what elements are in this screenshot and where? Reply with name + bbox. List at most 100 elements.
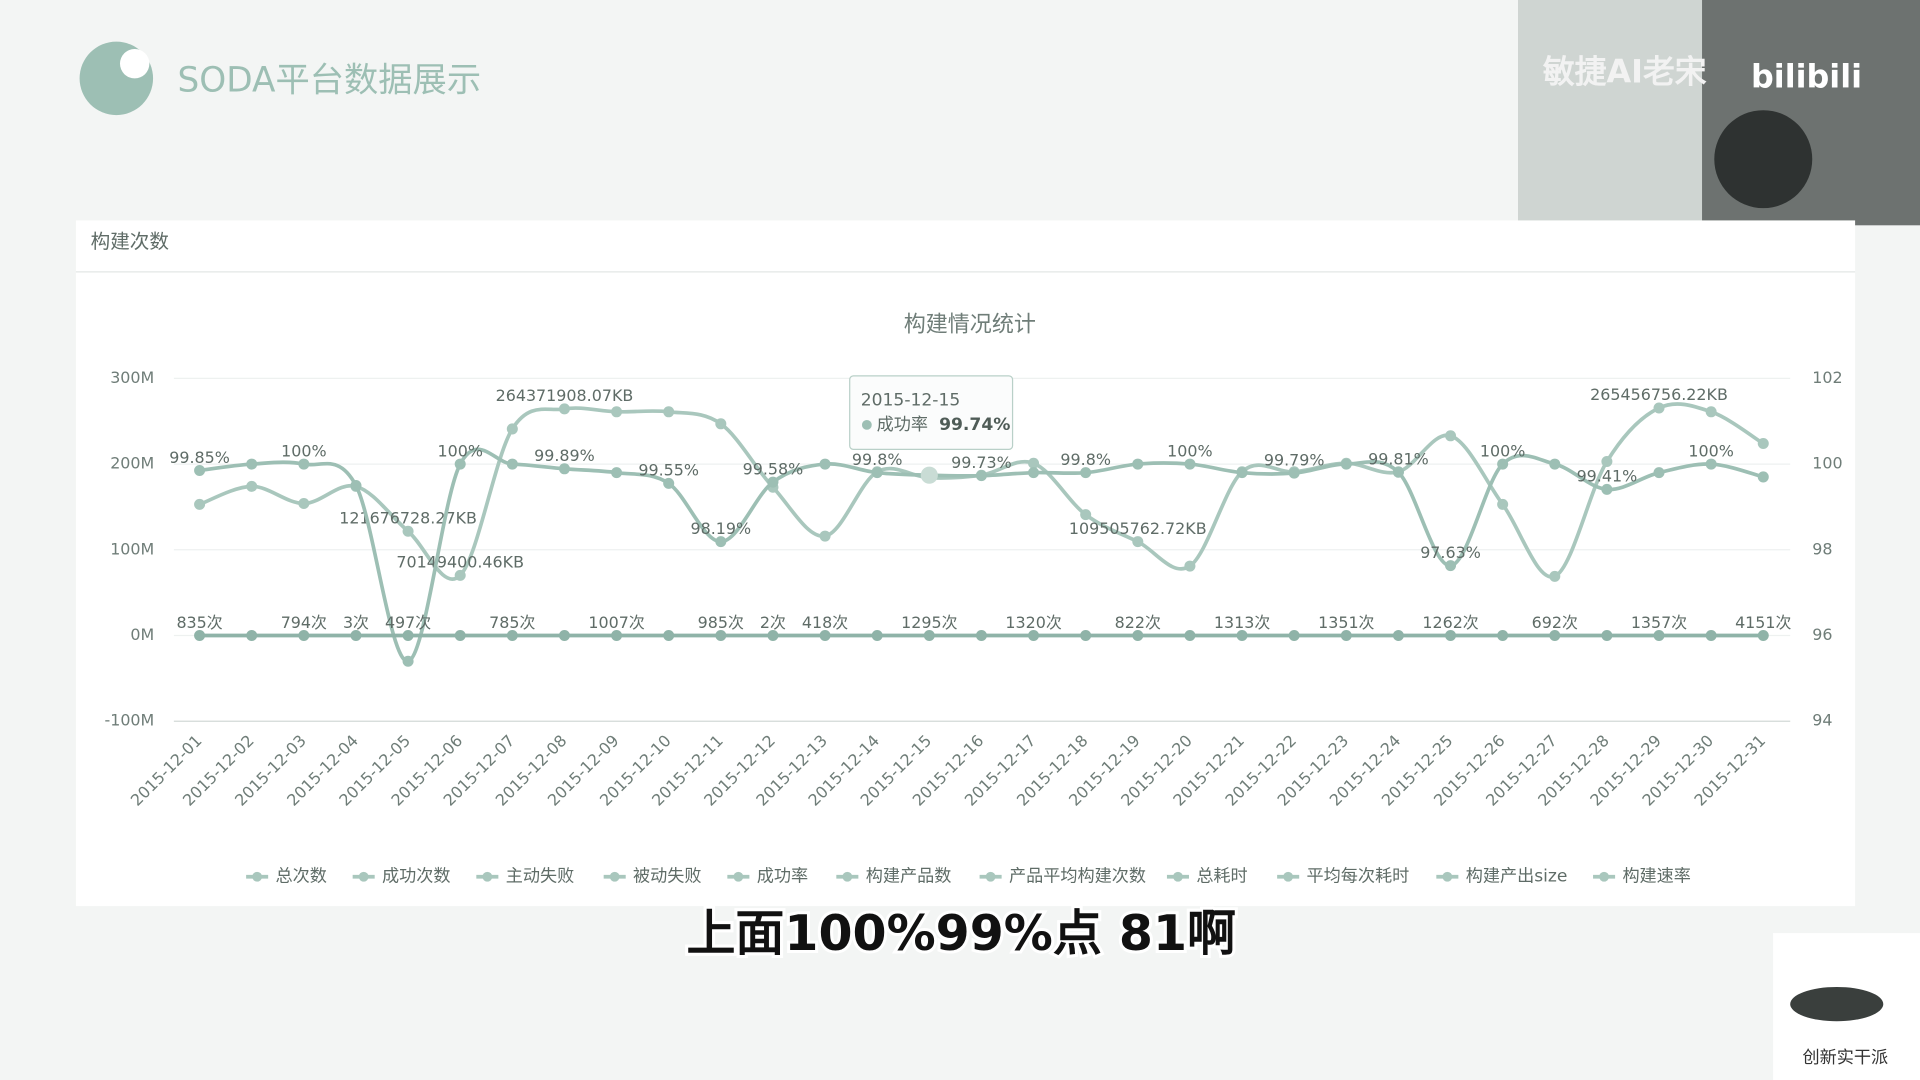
data-point [975, 629, 987, 642]
data-point [1236, 467, 1248, 479]
data-point [1601, 456, 1613, 468]
data-label: 1295次 [901, 613, 957, 632]
data-point [402, 525, 414, 537]
data-point [819, 530, 831, 542]
y2-tick-label: 94 [1812, 711, 1832, 730]
data-point [1549, 629, 1561, 642]
data-point [1028, 457, 1040, 469]
data-point [767, 630, 779, 642]
data-point [1653, 629, 1665, 642]
webcam-wall [1518, 0, 1703, 226]
data-label: 985次 [698, 613, 744, 632]
legend-marker [482, 871, 493, 882]
data-label: 99.85% [169, 448, 230, 467]
data-label: 100% [281, 441, 326, 460]
data-point [1445, 560, 1457, 572]
data-point [506, 423, 518, 435]
data-label: 794次 [281, 613, 327, 632]
data-point [611, 629, 623, 642]
data-label: 99.79% [1264, 450, 1325, 469]
y2-tick-label: 102 [1812, 368, 1842, 387]
data-label: 100% [1688, 441, 1733, 460]
data-label: 99.81% [1368, 449, 1429, 468]
legend-label: 总次数 [276, 867, 327, 887]
data-point [663, 406, 675, 418]
data-point [871, 467, 883, 479]
data-label: 4151次 [1735, 613, 1791, 632]
watermark-ant [1790, 986, 1884, 1022]
data-label: 99.89% [534, 446, 595, 465]
data-point [663, 629, 675, 642]
data-point [1445, 430, 1457, 442]
y-tick-label: 0M [130, 625, 154, 644]
data-point [871, 629, 883, 642]
data-point [1705, 406, 1717, 418]
data-point [1549, 570, 1561, 582]
presenter [1714, 110, 1813, 209]
data-point [402, 655, 414, 667]
chart-title: 构建情况统计 [904, 313, 1036, 338]
data-label: 497次 [385, 613, 431, 632]
data-point [194, 498, 206, 510]
data-point [1497, 458, 1509, 470]
data-label: 100% [1480, 441, 1525, 460]
y-tick-label: 100M [110, 539, 154, 558]
data-point [194, 465, 206, 477]
legend-label: 主动失败 [506, 867, 575, 887]
y-tick-label: 300M [110, 368, 154, 387]
data-label: 70149400.46KB [396, 553, 524, 572]
data-point [1132, 458, 1144, 470]
data-label: 99.41% [1577, 467, 1638, 486]
data-point [1705, 458, 1717, 470]
header-title: SODA平台数据展示 [178, 61, 482, 101]
data-point [1757, 471, 1769, 483]
data-label: 265456756.22KB [1590, 385, 1728, 404]
data-label: 99.8% [852, 450, 903, 469]
tooltip-dot [861, 420, 872, 430]
watermark: 创新实干派 [1802, 1048, 1888, 1068]
data-point [1288, 467, 1300, 479]
data-point [1132, 536, 1144, 548]
data-label: 1357次 [1631, 613, 1687, 632]
y-tick-label: 200M [110, 454, 154, 473]
data-point [298, 629, 310, 642]
legend-label: 构建产出size [1466, 867, 1568, 887]
data-label: 835次 [176, 613, 222, 632]
data-point [1497, 498, 1509, 510]
legend-marker [1599, 871, 1609, 882]
data-label: 822次 [1115, 613, 1161, 632]
data-point [715, 418, 727, 430]
logo-dot [120, 48, 150, 79]
panel [75, 220, 1856, 907]
legend-label: 构建速率 [1622, 867, 1691, 887]
data-point [1288, 629, 1300, 642]
data-point [1653, 402, 1665, 414]
panel-title: 构建次数 [91, 230, 170, 253]
data-point [663, 477, 675, 489]
data-label: 2次 [760, 613, 786, 632]
data-point [298, 458, 310, 470]
data-point [298, 498, 310, 510]
legend-label: 构建产品数 [866, 867, 952, 887]
data-point [819, 458, 831, 470]
series-line [199, 447, 1764, 664]
data-point [767, 476, 779, 488]
data-point [819, 629, 831, 642]
y2-tick-label: 96 [1812, 625, 1832, 644]
legend-marker [842, 871, 853, 882]
data-point [558, 403, 570, 415]
data-point [1236, 629, 1248, 642]
data-point [1653, 467, 1665, 479]
data-point [246, 480, 258, 492]
data-point [350, 630, 362, 642]
data-point [1080, 467, 1092, 479]
data-point [402, 629, 414, 642]
data-point [1132, 629, 1144, 642]
data-point [1601, 483, 1613, 495]
data-point [506, 629, 518, 642]
data-point [1549, 458, 1561, 470]
data-label: 100% [1167, 441, 1212, 460]
data-point [975, 470, 987, 482]
